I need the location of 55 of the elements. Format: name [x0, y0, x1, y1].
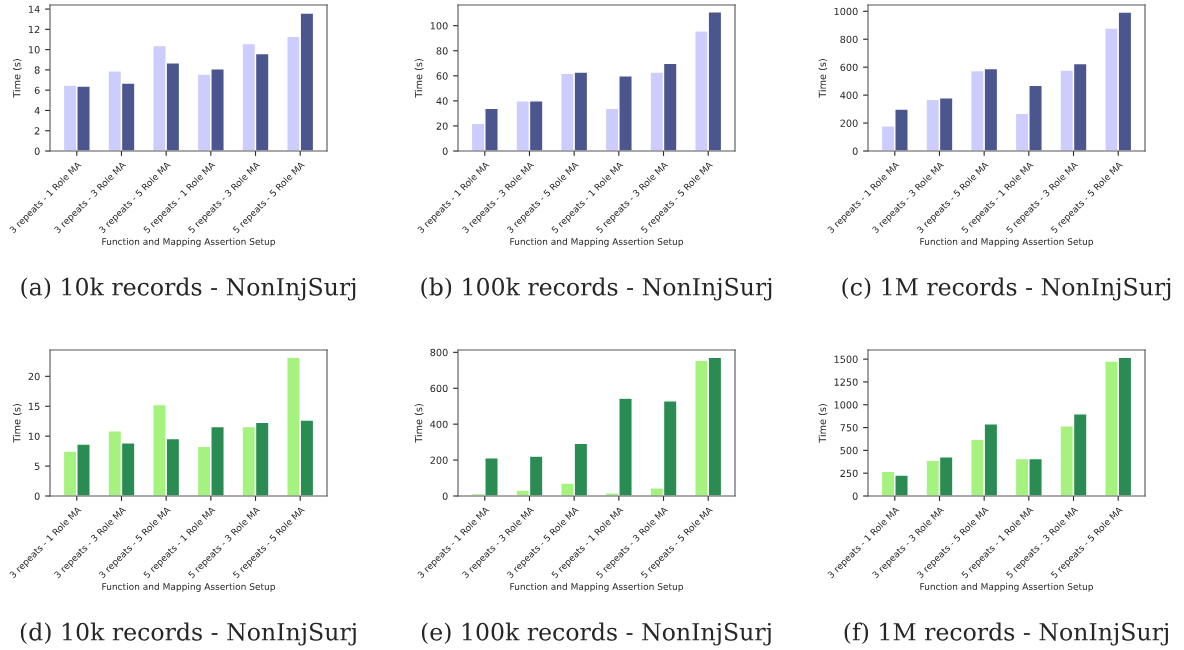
- y-tick-label: 8: [34, 66, 40, 74]
- y-tick-label: 800: [430, 348, 448, 357]
- y-tick-label: 0: [34, 147, 40, 155]
- y-tick-label: 12: [28, 25, 40, 34]
- y-tick-label: 20: [436, 122, 448, 130]
- y-axis-title: Time (s): [818, 404, 828, 443]
- x-axis-title: Function and Mapping Assertion Setup: [920, 238, 1094, 247]
- y-axis-title: Time (s): [818, 59, 828, 98]
- y-tick-label: 250: [840, 469, 858, 478]
- y-axis-title: Time (s): [12, 404, 22, 443]
- x-axis-title: Function and Mapping Assertion Setup: [510, 583, 684, 592]
- y-tick-label: 100: [430, 22, 448, 30]
- y-tick-label: 0: [34, 492, 40, 500]
- y-tick-label: 0: [852, 492, 858, 500]
- y-tick-label: 14: [28, 5, 40, 13]
- y-axis-title: Time (s): [414, 404, 424, 443]
- y-tick-label: 20: [28, 372, 40, 381]
- x-axis-title: Function and Mapping Assertion Setup: [102, 238, 276, 247]
- y-axis-title: Time (s): [414, 59, 424, 98]
- y-tick-label: 60: [436, 72, 448, 80]
- y-tick-label: 1000: [834, 401, 858, 409]
- y-tick-label: 750: [840, 424, 858, 432]
- y-tick-label: 1250: [834, 378, 858, 386]
- text: (a) 10k records - NonInjSurj: [21, 277, 356, 301]
- y-tick-label: 40: [436, 97, 448, 105]
- x-axis-title: Function and Mapping Assertion Setup: [920, 583, 1094, 592]
- y-axis-title: Time (s): [12, 59, 22, 98]
- y-tick-label: 0: [442, 492, 448, 500]
- y-tick-label: 1500: [834, 355, 858, 363]
- y-tick-label: 4: [34, 107, 40, 115]
- y-tick-label: 0: [442, 147, 448, 155]
- y-tick-label: 600: [840, 63, 858, 71]
- text: (b) 100k records - NonInjSurj: [421, 277, 772, 301]
- y-tick-label: 10: [28, 432, 40, 440]
- y-tick-label: 80: [436, 47, 448, 55]
- y-tick-label: 1000: [834, 7, 858, 16]
- y-tick-label: 200: [430, 456, 448, 464]
- x-axis-title: Function and Mapping Assertion Setup: [102, 583, 276, 592]
- y-tick-label: 15: [28, 402, 40, 411]
- y-tick-label: 500: [840, 446, 858, 455]
- y-tick-label: 400: [840, 91, 858, 99]
- y-tick-label: 400: [430, 420, 448, 428]
- text: (d) 10k records - NonInjSurj: [20, 622, 356, 646]
- y-tick-label: 6: [34, 86, 40, 94]
- y-tick-label: 600: [430, 384, 448, 393]
- y-tick-label: 800: [840, 35, 858, 44]
- y-tick-label: 10: [28, 46, 40, 54]
- text: (c) 1M records - NonInjSurj: [842, 277, 1171, 301]
- text: (f) 1M records - NonInjSurj: [844, 622, 1168, 646]
- text: (e) 100k records - NonInjSurj: [421, 622, 771, 646]
- y-tick-label: 2: [34, 127, 40, 135]
- y-tick-label: 0: [852, 147, 858, 155]
- y-tick-label: 200: [840, 119, 858, 127]
- y-tick-label: 5: [34, 462, 40, 470]
- x-axis-title: Function and Mapping Assertion Setup: [510, 238, 684, 247]
